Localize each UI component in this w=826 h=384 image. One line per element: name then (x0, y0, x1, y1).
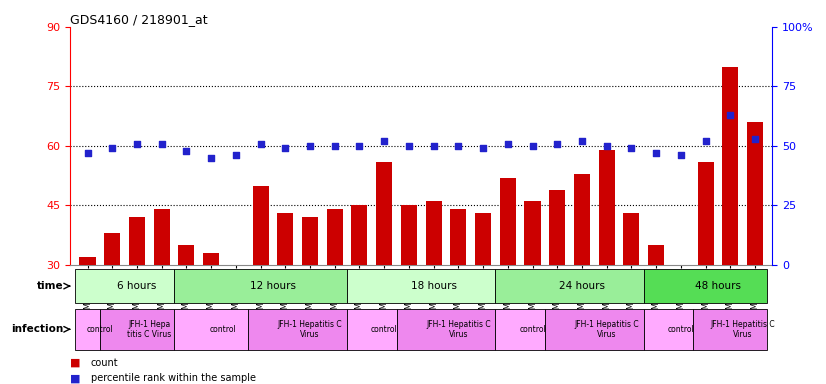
Point (205, 155, 218, 161)
Point (377, 138, 391, 144)
Text: 18 hours: 18 hours (411, 281, 457, 291)
Point (278, 145, 292, 151)
Bar (475, 214, 491, 265)
Text: percentile rank within the sample: percentile rank within the sample (91, 373, 256, 383)
Point (131, 141, 144, 147)
Text: count: count (91, 358, 118, 368)
Point (576, 138, 589, 144)
Bar (129, 217, 145, 265)
Bar (747, 122, 763, 265)
Bar (248, 308, 347, 350)
Bar (104, 233, 121, 265)
Text: JFH-1 Hepatitis C
Virus: JFH-1 Hepatitis C Virus (426, 319, 491, 339)
Text: control: control (667, 325, 694, 334)
Bar (174, 308, 248, 350)
Point (106, 145, 119, 151)
Bar (178, 245, 194, 265)
Bar (599, 150, 615, 265)
Text: infection: infection (11, 324, 64, 334)
Point (230, 152, 243, 159)
Bar (545, 308, 643, 350)
Point (477, 145, 490, 151)
Bar (278, 214, 293, 265)
Point (254, 141, 267, 147)
Bar (351, 205, 368, 265)
Text: control: control (519, 325, 546, 334)
Bar (327, 209, 343, 265)
Point (674, 152, 687, 159)
Point (699, 138, 712, 144)
Point (501, 141, 515, 147)
Text: 24 hours: 24 hours (559, 281, 605, 291)
Bar (75, 269, 174, 303)
Bar (174, 269, 347, 303)
Bar (401, 205, 417, 265)
Bar (425, 202, 442, 265)
Point (649, 150, 662, 156)
Bar (347, 269, 496, 303)
Text: time: time (36, 281, 64, 291)
Point (452, 143, 465, 149)
Point (402, 143, 415, 149)
Bar (376, 162, 392, 265)
Point (600, 143, 613, 149)
Bar (549, 190, 565, 265)
Bar (203, 253, 219, 265)
Point (748, 136, 762, 142)
Bar (496, 269, 643, 303)
Point (624, 145, 638, 151)
Text: ■: ■ (70, 358, 81, 368)
Text: 48 hours: 48 hours (695, 281, 741, 291)
Bar (525, 202, 540, 265)
Text: 6 hours: 6 hours (117, 281, 157, 291)
Text: JFH-1 Hepa
titis C Virus: JFH-1 Hepa titis C Virus (127, 319, 172, 339)
Text: control: control (371, 325, 397, 334)
Point (303, 143, 316, 149)
Point (180, 147, 193, 154)
Bar (624, 214, 639, 265)
Bar (648, 245, 664, 265)
Bar (643, 269, 767, 303)
Point (526, 143, 539, 149)
Text: control: control (87, 325, 113, 334)
Bar (722, 66, 738, 265)
Text: ■: ■ (70, 373, 81, 383)
Bar (253, 185, 268, 265)
Point (724, 112, 737, 118)
Bar (697, 162, 714, 265)
Bar (75, 308, 100, 350)
Bar (347, 308, 396, 350)
Point (155, 141, 169, 147)
Bar (79, 257, 96, 265)
Point (551, 141, 564, 147)
Text: control: control (210, 325, 237, 334)
Point (81, 150, 94, 156)
Bar (500, 178, 515, 265)
Point (427, 143, 440, 149)
Bar (496, 308, 545, 350)
Point (328, 143, 341, 149)
Text: JFH-1 Hepatitis C
Virus: JFH-1 Hepatitis C Virus (278, 319, 342, 339)
Bar (574, 174, 590, 265)
Bar (302, 217, 318, 265)
Text: JFH-1 Hepatitis C
Virus: JFH-1 Hepatitis C Virus (574, 319, 639, 339)
Bar (693, 308, 767, 350)
Bar (643, 308, 693, 350)
Text: GDS4160 / 218901_at: GDS4160 / 218901_at (70, 13, 208, 26)
Point (353, 143, 366, 149)
Bar (450, 209, 467, 265)
Bar (154, 209, 169, 265)
Bar (396, 308, 496, 350)
Text: 12 hours: 12 hours (250, 281, 296, 291)
Bar (100, 308, 174, 350)
Text: JFH-1 Hepatitis C
Virus: JFH-1 Hepatitis C Virus (710, 319, 775, 339)
